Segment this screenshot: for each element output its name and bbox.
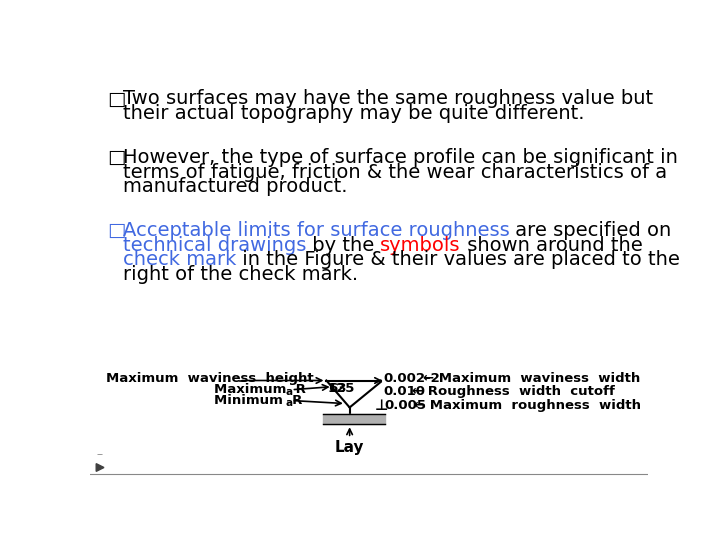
Text: symbols: symbols xyxy=(380,236,461,255)
Text: Two surfaces may have the same roughness value but: Two surfaces may have the same roughness… xyxy=(122,90,652,109)
Text: --: -- xyxy=(96,449,103,459)
Text: check mark: check mark xyxy=(122,251,236,269)
Text: ← Maximum  roughness  width: ← Maximum roughness width xyxy=(414,399,641,411)
Text: shown around the: shown around the xyxy=(461,236,643,255)
Text: their actual topography may be quite different.: their actual topography may be quite dif… xyxy=(122,104,584,123)
Text: □: □ xyxy=(107,90,125,109)
Text: right of the check mark.: right of the check mark. xyxy=(122,265,358,284)
Text: 125: 125 xyxy=(328,382,355,395)
Text: a: a xyxy=(285,398,292,408)
Text: Maximum  waviness  height: Maximum waviness height xyxy=(106,373,313,386)
Text: However, the type of surface profile can be significant in: However, the type of surface profile can… xyxy=(122,148,678,167)
Text: ← Roughness  width  cutoff: ← Roughness width cutoff xyxy=(413,385,616,398)
Text: □: □ xyxy=(107,221,125,240)
Text: 63: 63 xyxy=(328,382,346,395)
Polygon shape xyxy=(96,464,104,471)
Text: 0.002-2: 0.002-2 xyxy=(383,373,440,386)
Text: by the: by the xyxy=(306,236,380,255)
Text: are specified on: are specified on xyxy=(509,221,672,240)
Text: Acceptable limits for surface roughness: Acceptable limits for surface roughness xyxy=(122,221,509,240)
Text: terms of fatigue, friction & the wear characteristics of a: terms of fatigue, friction & the wear ch… xyxy=(122,163,667,181)
Text: Maximum  R: Maximum R xyxy=(214,383,306,396)
Text: Lay: Lay xyxy=(335,440,364,455)
Text: 0.010: 0.010 xyxy=(383,385,425,398)
Text: ⊥: ⊥ xyxy=(375,397,389,413)
Text: 0.005: 0.005 xyxy=(384,399,426,411)
Text: a: a xyxy=(285,387,292,397)
Text: technical drawings: technical drawings xyxy=(122,236,306,255)
Bar xyxy=(323,414,384,424)
Text: ← Maximum  waviness  width: ← Maximum waviness width xyxy=(423,373,641,386)
Text: manufactured product.: manufactured product. xyxy=(122,177,347,196)
Text: in the Figure & their values are placed to the: in the Figure & their values are placed … xyxy=(236,251,680,269)
Text: Minimum  R: Minimum R xyxy=(214,394,302,407)
Text: □: □ xyxy=(107,148,125,167)
